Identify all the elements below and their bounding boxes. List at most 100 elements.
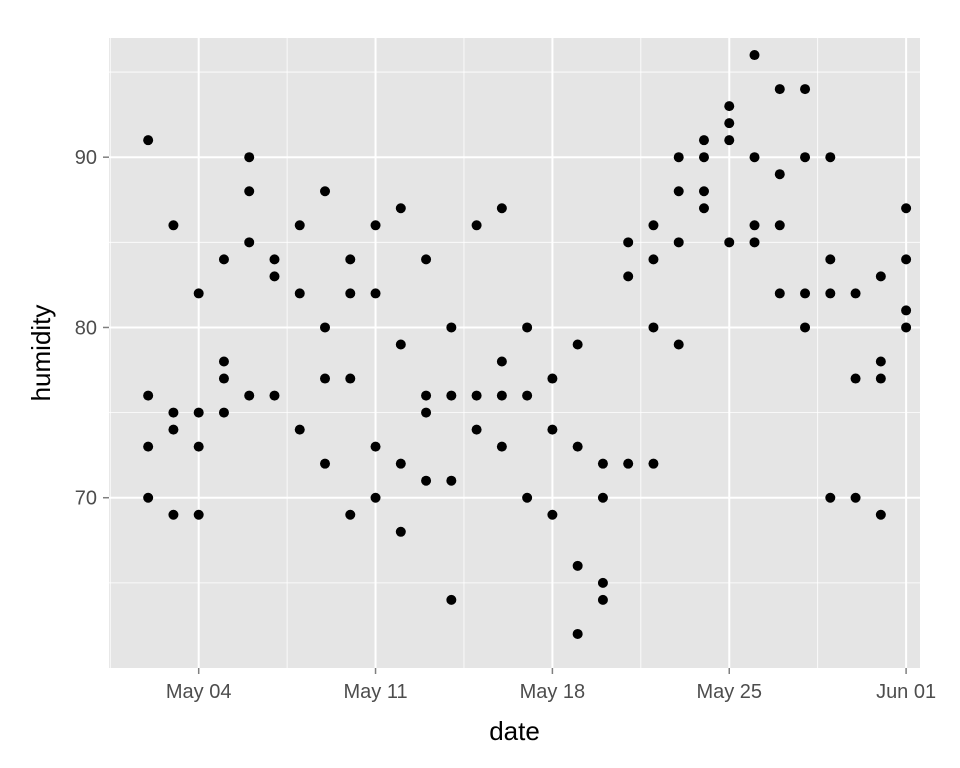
data-point	[724, 118, 735, 129]
data-point	[421, 475, 432, 486]
data-point	[800, 322, 811, 333]
data-point	[320, 458, 331, 469]
data-point	[572, 560, 583, 571]
data-point	[875, 373, 886, 384]
data-point	[446, 390, 457, 401]
data-point	[395, 339, 406, 350]
data-point	[522, 322, 533, 333]
data-point	[218, 407, 229, 418]
y-tick-label: 70	[75, 488, 97, 510]
data-point	[269, 271, 280, 282]
data-point	[901, 322, 912, 333]
data-point	[825, 254, 836, 265]
data-point	[800, 84, 811, 95]
data-point	[244, 390, 255, 401]
data-point	[698, 203, 709, 214]
data-point	[446, 475, 457, 486]
data-point	[421, 254, 432, 265]
data-point	[774, 220, 785, 231]
data-point	[294, 424, 305, 435]
data-points	[143, 50, 912, 639]
data-point	[244, 186, 255, 197]
data-point	[698, 186, 709, 197]
y-axis-title: humidity	[26, 305, 56, 402]
data-point	[800, 288, 811, 299]
data-point	[547, 509, 558, 520]
minor-gridlines	[109, 38, 920, 668]
data-point	[673, 152, 684, 163]
y-axis-ticks: 70 80 90	[75, 147, 109, 510]
data-point	[345, 509, 356, 520]
data-point	[901, 305, 912, 316]
data-point	[825, 492, 836, 503]
data-point	[572, 339, 583, 350]
data-point	[395, 203, 406, 214]
data-point	[471, 220, 482, 231]
data-point	[800, 152, 811, 163]
data-point	[724, 237, 735, 248]
data-point	[875, 271, 886, 282]
data-point	[597, 458, 608, 469]
data-point	[345, 288, 356, 299]
data-point	[572, 628, 583, 639]
data-point	[193, 288, 204, 299]
data-point	[522, 492, 533, 503]
data-point	[597, 492, 608, 503]
data-point	[143, 492, 154, 503]
data-point	[850, 373, 861, 384]
data-point	[572, 441, 583, 452]
data-point	[294, 220, 305, 231]
data-point	[547, 373, 558, 384]
data-point	[370, 220, 381, 231]
data-point	[648, 458, 659, 469]
data-point	[244, 152, 255, 163]
data-point	[623, 237, 634, 248]
data-point	[395, 526, 406, 537]
data-point	[724, 135, 735, 146]
data-point	[749, 237, 760, 248]
data-point	[623, 271, 634, 282]
data-point	[320, 322, 331, 333]
data-point	[496, 356, 507, 367]
data-point	[648, 322, 659, 333]
x-tick-label: May 18	[520, 681, 586, 703]
x-tick-label: May 11	[343, 681, 407, 703]
data-point	[522, 390, 533, 401]
data-point	[825, 152, 836, 163]
data-point	[320, 373, 331, 384]
data-point	[143, 135, 154, 146]
data-point	[370, 441, 381, 452]
data-point	[724, 101, 735, 112]
data-point	[193, 441, 204, 452]
data-point	[673, 186, 684, 197]
data-point	[421, 407, 432, 418]
data-point	[421, 390, 432, 401]
plot-panel	[109, 38, 920, 668]
data-point	[218, 356, 229, 367]
data-point	[825, 288, 836, 299]
x-tick-label: Jun 01	[876, 681, 936, 703]
data-point	[143, 390, 154, 401]
data-point	[294, 288, 305, 299]
x-axis-title: date	[489, 716, 540, 746]
data-point	[850, 492, 861, 503]
data-point	[673, 339, 684, 350]
data-point	[648, 254, 659, 265]
data-point	[901, 203, 912, 214]
data-point	[749, 220, 760, 231]
data-point	[168, 407, 179, 418]
data-point	[193, 407, 204, 418]
data-point	[193, 509, 204, 520]
data-point	[698, 152, 709, 163]
data-point	[597, 594, 608, 605]
data-point	[749, 50, 760, 61]
x-axis-ticks: May 04 May 11 May 18 May 25 Jun 01	[166, 668, 936, 703]
data-point	[218, 373, 229, 384]
data-point	[471, 424, 482, 435]
data-point	[774, 169, 785, 180]
data-point	[345, 373, 356, 384]
data-point	[901, 254, 912, 265]
data-point	[774, 84, 785, 95]
data-point	[218, 254, 229, 265]
